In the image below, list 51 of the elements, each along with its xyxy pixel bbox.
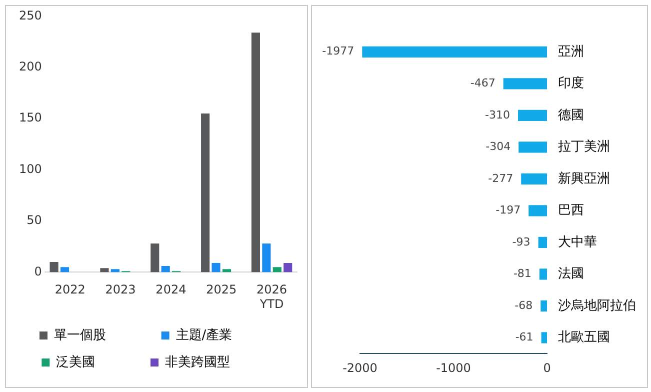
legend-label: 主題/產業 (176, 326, 274, 343)
y-tick-label: 巴西 (558, 203, 584, 218)
bar (212, 262, 220, 272)
data-label: -277 (488, 172, 514, 185)
y-tick-label: 100 (19, 162, 42, 176)
bar (222, 269, 232, 272)
bar (161, 266, 170, 272)
y-tick-label: 亞洲 (558, 44, 584, 60)
x-tick-label: 2023 (105, 282, 136, 297)
y-tick-label: 印度 (558, 75, 584, 92)
x-tick-label: -2000 (342, 360, 378, 375)
x-tick-label: 0 (543, 360, 551, 375)
data-label: -1977 (322, 44, 354, 58)
y-tick-label: 法國 (558, 266, 584, 282)
legend-label: 泛美國 (56, 354, 137, 370)
x-tick-label: 2022 (54, 282, 86, 297)
y-tick-label: 德國 (558, 108, 584, 123)
y-tick-label: 200 (19, 60, 42, 74)
bar (100, 268, 109, 272)
data-label: -61 (515, 330, 534, 344)
bar (251, 32, 260, 272)
bar (60, 267, 70, 272)
y-tick-label: 北歐五國 (558, 330, 610, 346)
bar (150, 244, 160, 272)
y-tick-label: 150 (19, 110, 42, 125)
bar (110, 269, 120, 272)
bar (201, 113, 210, 272)
data-label: -304 (486, 140, 511, 154)
legend-label: 非美跨國型 (165, 354, 272, 370)
bar (50, 262, 58, 272)
data-label: -467 (470, 76, 496, 90)
data-label: -81 (513, 267, 532, 280)
data-label: -93 (512, 235, 530, 248)
data-label: -68 (514, 298, 533, 312)
y-tick-label: 沙烏地阿拉伯 (558, 298, 636, 314)
data-label: -197 (496, 204, 521, 217)
x-tick-label: 2024 (156, 282, 186, 297)
data-label: -310 (485, 108, 510, 122)
x-tick-label: -1000 (436, 360, 471, 375)
y-tick-label: 250 (19, 8, 42, 22)
x-tick-label: 2026 YTD (256, 282, 288, 311)
y-tick-label: 拉丁美洲 (558, 138, 610, 155)
x-tick-label: 2025 (206, 282, 237, 297)
y-tick-label: 0 (34, 264, 42, 278)
bar (262, 244, 271, 272)
y-tick-label: 新興亞洲 (558, 171, 610, 186)
y-tick-label: 大中華 (558, 234, 597, 250)
bar (284, 262, 292, 272)
y-tick-label: 50 (26, 213, 42, 228)
legend-label: 單一個股 (54, 328, 148, 343)
bar (272, 267, 282, 272)
